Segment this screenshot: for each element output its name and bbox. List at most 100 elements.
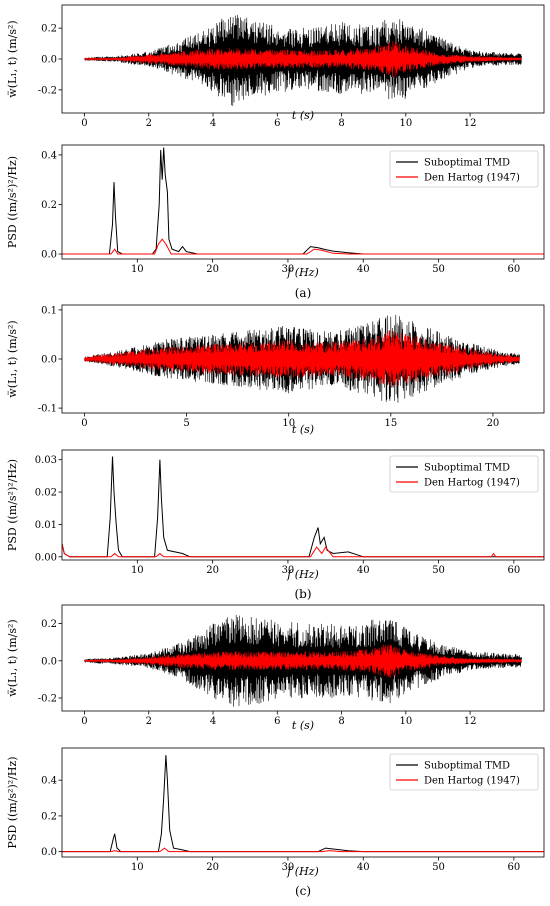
axes-frame [61, 449, 545, 561]
legend-label: Suboptimal TMD [424, 158, 510, 169]
x-tick-label: 0 [81, 716, 87, 727]
x-tick-label: 30 [282, 862, 295, 873]
x-tick-label: 10 [131, 862, 144, 873]
series-line-den-hartog [62, 238, 544, 255]
y-axis-label: PSD ((m/s²)²/Hz) [6, 756, 19, 848]
legend-box [389, 150, 539, 188]
axes-frame [61, 144, 545, 260]
x-tick-label: 12 [464, 118, 477, 129]
plot-area [84, 314, 520, 403]
x-tick-label: 20 [206, 862, 219, 873]
legend-label: Suboptimal TMD [424, 761, 510, 772]
y-tick-label: -0.1 [38, 404, 57, 415]
y-tick-label: 0.0 [41, 656, 57, 667]
legend-label: Den Hartog (1947) [424, 173, 520, 184]
y-tick-label: 0.0 [41, 847, 57, 858]
series-line-suboptimal-tmd [62, 456, 544, 558]
x-axis-label: f (Hz) [286, 568, 319, 581]
legend-box [389, 455, 539, 493]
legend-label: Suboptimal TMD [424, 463, 510, 474]
x-tick-label: 20 [487, 418, 500, 429]
series-line-den-hartog [62, 543, 544, 558]
x-axis-label: f (Hz) [286, 865, 319, 878]
plot-area [62, 755, 544, 853]
series-line-den-hartog [62, 847, 544, 853]
y-tick-label: 0.0 [41, 55, 57, 66]
series-line-suboptimal-tmd [62, 755, 544, 853]
series-line-suboptimal-tmd [84, 14, 522, 106]
y-tick-label: 0.00 [35, 552, 57, 563]
y-axis-label: ẅ(L₁, t) (m/s²) [6, 320, 19, 397]
x-tick-label: 10 [131, 565, 144, 576]
chart-panel-2: 10 20 30 40 50 60 0.0 0.2 0.4 f (Hz) PSD ((m/s²)²/… [6, 144, 545, 279]
plot-area [62, 147, 544, 255]
x-axis-label: t (s) [292, 109, 314, 122]
x-tick-label: 12 [464, 716, 477, 727]
y-axis-label: PSD ((m/s²)²/Hz) [6, 459, 19, 551]
x-tick-label: 0 [81, 118, 87, 129]
axes-frame [61, 747, 545, 858]
y-tick-label: 0.01 [35, 520, 57, 531]
x-tick-label: 2 [146, 716, 152, 727]
x-tick-label: 40 [357, 565, 370, 576]
chart-panel-1: 0 2 4 6 8 10 12 -0.2 0.0 0.2 t (s) ẅ(L₁, t) (m/s²) [6, 4, 545, 129]
legend: Suboptimal TMD Den Hartog (1947) [389, 753, 539, 791]
x-tick-label: 30 [282, 565, 295, 576]
x-tick-label: 50 [432, 862, 445, 873]
y-tick-label: 0.02 [35, 488, 57, 499]
legend-label: Den Hartog (1947) [424, 776, 520, 787]
y-tick-label: -0.2 [38, 85, 57, 96]
y-axis-label: ẅ(L₁, t) (m/s²) [6, 20, 19, 97]
legend-box [389, 753, 539, 791]
chart-panel-5: 0 2 4 6 8 10 12 -0.2 0.0 0.2 t (s) ẅ(L₁, t) (m/s²) [6, 604, 545, 732]
x-tick-label: 6 [274, 118, 280, 129]
x-tick-label: 15 [384, 418, 397, 429]
panel-caption: (b) [294, 587, 311, 601]
y-tick-label: 0.1 [41, 305, 57, 316]
chart-panel-3: 0 5 10 15 20 -0.1 0.0 0.1 t (s) ẅ(L₁, t) (m/s²) [6, 304, 545, 436]
y-tick-label: 0.0 [41, 355, 57, 366]
y-tick-label: 0.2 [41, 811, 57, 822]
x-tick-label: 0 [81, 418, 87, 429]
series-line-suboptimal-tmd [62, 147, 544, 255]
plot-area [84, 614, 522, 707]
y-tick-label: 0.4 [41, 150, 57, 161]
x-axis-label: f (Hz) [286, 266, 319, 279]
x-tick-label: 5 [183, 418, 189, 429]
x-tick-label: 60 [508, 862, 521, 873]
y-tick-label: 0.2 [41, 619, 57, 630]
y-axis-label: PSD ((m/s²)²/Hz) [6, 156, 19, 248]
series-line-den-hartog [84, 330, 520, 388]
x-tick-label: 40 [357, 862, 370, 873]
panel-caption: (a) [295, 286, 312, 300]
axes-frame [61, 604, 545, 712]
x-tick-label: 60 [508, 565, 521, 576]
x-tick-label: 8 [338, 716, 344, 727]
x-tick-label: 8 [338, 118, 344, 129]
chart-panel-6: 10 20 30 40 50 60 0.0 0.2 0.4 f (Hz) PSD ((m/s²)²/… [6, 747, 545, 878]
x-axis-label: t (s) [292, 719, 314, 732]
y-tick-label: -0.2 [38, 693, 57, 704]
x-tick-label: 6 [274, 716, 280, 727]
series-line-den-hartog [84, 644, 522, 679]
x-tick-label: 40 [357, 264, 370, 275]
x-tick-label: 60 [508, 264, 521, 275]
x-axis-label: t (s) [292, 423, 314, 436]
panel-caption: (c) [295, 884, 311, 898]
legend: Suboptimal TMD Den Hartog (1947) [389, 455, 539, 493]
series-line-den-hartog [84, 40, 522, 78]
x-tick-label: 10 [399, 118, 412, 129]
x-tick-label: 50 [432, 264, 445, 275]
y-tick-label: 0.2 [41, 24, 57, 35]
legend: Suboptimal TMD Den Hartog (1947) [389, 150, 539, 188]
x-tick-label: 30 [282, 264, 295, 275]
y-axis-label: ẅ(L₁, t) (m/s²) [6, 619, 19, 696]
plot-area [84, 14, 522, 106]
x-tick-label: 4 [210, 118, 216, 129]
legend-label: Den Hartog (1947) [424, 478, 520, 489]
y-tick-label: 0.4 [41, 776, 57, 787]
x-tick-label: 50 [432, 565, 445, 576]
x-tick-label: 20 [206, 565, 219, 576]
